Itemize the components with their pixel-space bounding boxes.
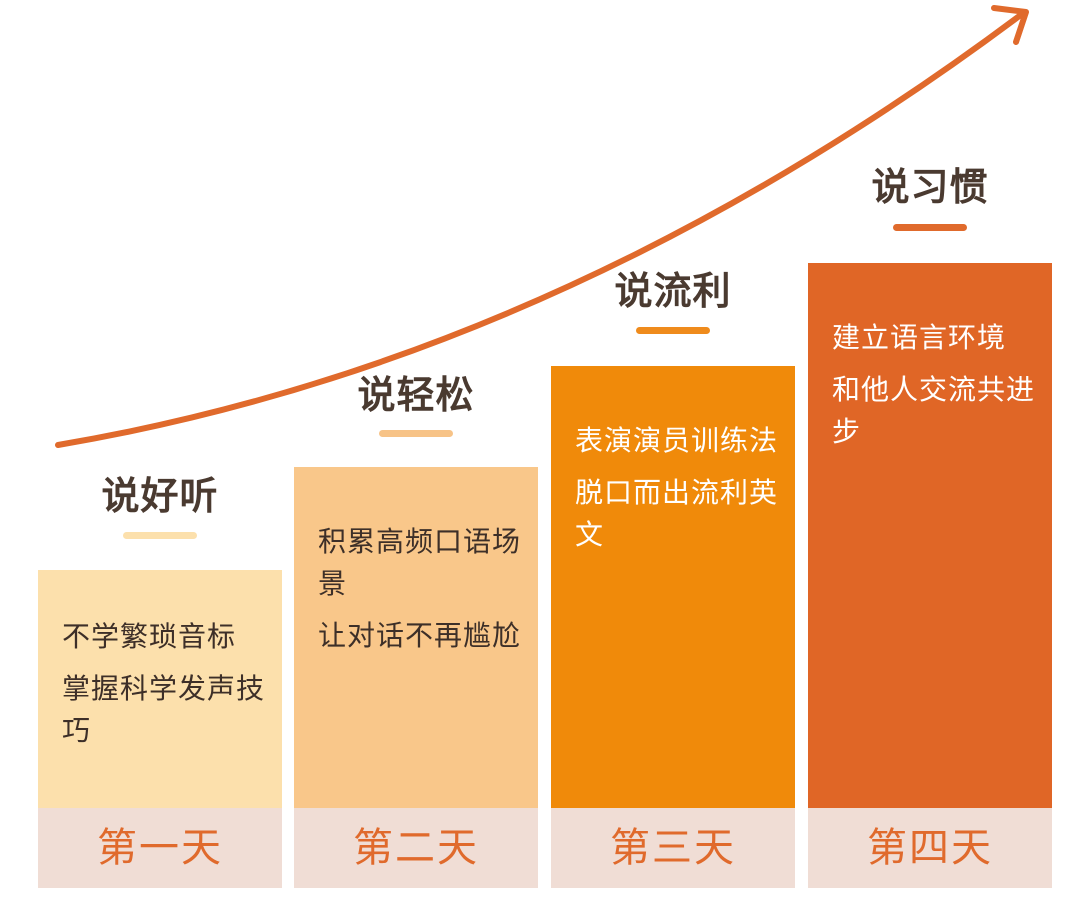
stage-2-card: 积累高频口语场景 让对话不再尴尬 [294, 467, 538, 808]
stage-1-line-1: 不学繁琐音标 [62, 620, 237, 653]
stage-3-line-2: 脱口而出流利英文 [575, 476, 779, 551]
growth-curve [55, 11, 1025, 448]
arrow-head-icon [991, 5, 1029, 45]
stage-4-underline [893, 224, 967, 231]
stage-3-line-1: 表演演员训练法 [575, 424, 779, 457]
stage-3-day-label: 第三天 [551, 808, 795, 888]
stage-2-line-1: 积累高频口语场景 [318, 525, 522, 600]
stage-1-card: 不学繁琐音标 掌握科学发声技巧 [38, 570, 282, 808]
stage-4-line-2: 和他人交流共进步 [832, 373, 1036, 448]
stage-4-day-label: 第四天 [808, 808, 1052, 888]
stage-1-day-label: 第一天 [38, 808, 282, 888]
stage-1-line-2: 掌握科学发声技巧 [62, 672, 266, 747]
stage-2-day-label: 第二天 [294, 808, 538, 888]
stage-3-card: 表演演员训练法 脱口而出流利英文 [551, 366, 795, 808]
stage-4-title: 说习惯 [871, 165, 989, 209]
stage-2-underline [379, 430, 453, 437]
stage-2-title: 说轻松 [357, 373, 475, 417]
stage-1-underline [123, 532, 197, 539]
stage-3-underline [636, 327, 710, 334]
stage-4-line-1: 建立语言环境 [832, 321, 1007, 354]
stage-1-title: 说好听 [101, 474, 219, 518]
stage-4-card: 建立语言环境 和他人交流共进步 [808, 263, 1052, 808]
stage-2-line-2: 让对话不再尴尬 [318, 619, 522, 652]
stage-3-title: 说流利 [614, 269, 732, 313]
